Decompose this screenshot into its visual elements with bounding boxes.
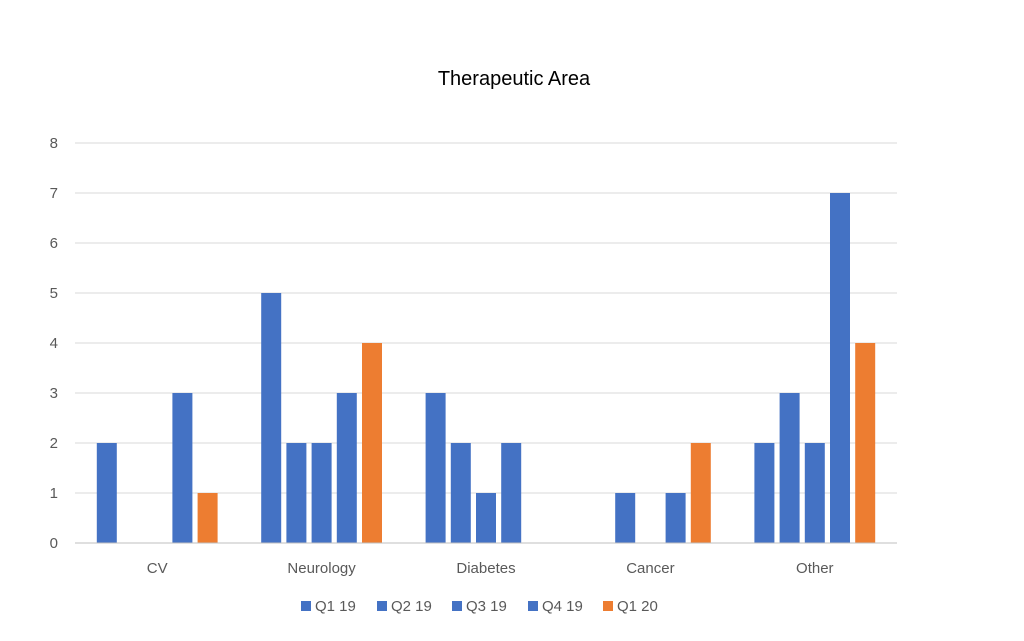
legend-swatch: [528, 601, 538, 611]
bars: [96, 193, 876, 543]
y-tick-label: 5: [50, 285, 58, 302]
bar: [311, 443, 332, 543]
y-tick-label: 2: [50, 435, 58, 452]
legend-label: Q1 19: [315, 598, 356, 615]
legend-swatch: [603, 601, 613, 611]
legend-swatch: [301, 601, 311, 611]
bar: [665, 493, 686, 543]
legend-label: Q1 20: [617, 598, 658, 615]
y-tick-label: 4: [50, 335, 58, 352]
legend-swatch: [452, 601, 462, 611]
y-tick-label: 8: [50, 135, 58, 152]
x-category-label: CV: [147, 560, 168, 577]
bar: [450, 443, 471, 543]
legend-label: Q2 19: [391, 598, 432, 615]
bar: [286, 443, 307, 543]
legend-swatch: [377, 601, 387, 611]
bar: [615, 493, 636, 543]
bar: [690, 443, 711, 543]
y-tick-label: 1: [50, 485, 58, 502]
bar: [804, 443, 825, 543]
legend-label: Q3 19: [466, 598, 507, 615]
x-category-label: Other: [796, 560, 834, 577]
x-category-label: Diabetes: [456, 560, 515, 577]
bar: [172, 393, 193, 543]
y-tick-label: 3: [50, 385, 58, 402]
y-tick-label: 7: [50, 185, 58, 202]
legend-label: Q4 19: [542, 598, 583, 615]
legend: Q1 19 Q2 19 Q3 19 Q4 19 Q1 20: [301, 598, 658, 615]
x-axis-categories: CV Neurology Diabetes Cancer Other: [147, 560, 834, 577]
bar: [197, 493, 218, 543]
bar: [501, 443, 522, 543]
bar: [425, 393, 446, 543]
y-tick-label: 6: [50, 235, 58, 252]
gridlines: [75, 142, 897, 494]
bar: [476, 493, 496, 543]
bar: [336, 393, 357, 543]
y-axis-ticks: 0 1 2 3 4 5 6 7 8: [50, 135, 58, 552]
bar: [96, 443, 117, 543]
bar: [261, 293, 282, 543]
bar: [855, 343, 876, 543]
x-category-label: Neurology: [287, 560, 356, 577]
x-category-label: Cancer: [626, 560, 674, 577]
bar: [830, 193, 850, 543]
bar: [779, 393, 800, 543]
chart-title: Therapeutic Area: [438, 68, 591, 90]
bar: [362, 343, 382, 543]
bar: [754, 443, 775, 543]
y-tick-label: 0: [50, 535, 58, 552]
